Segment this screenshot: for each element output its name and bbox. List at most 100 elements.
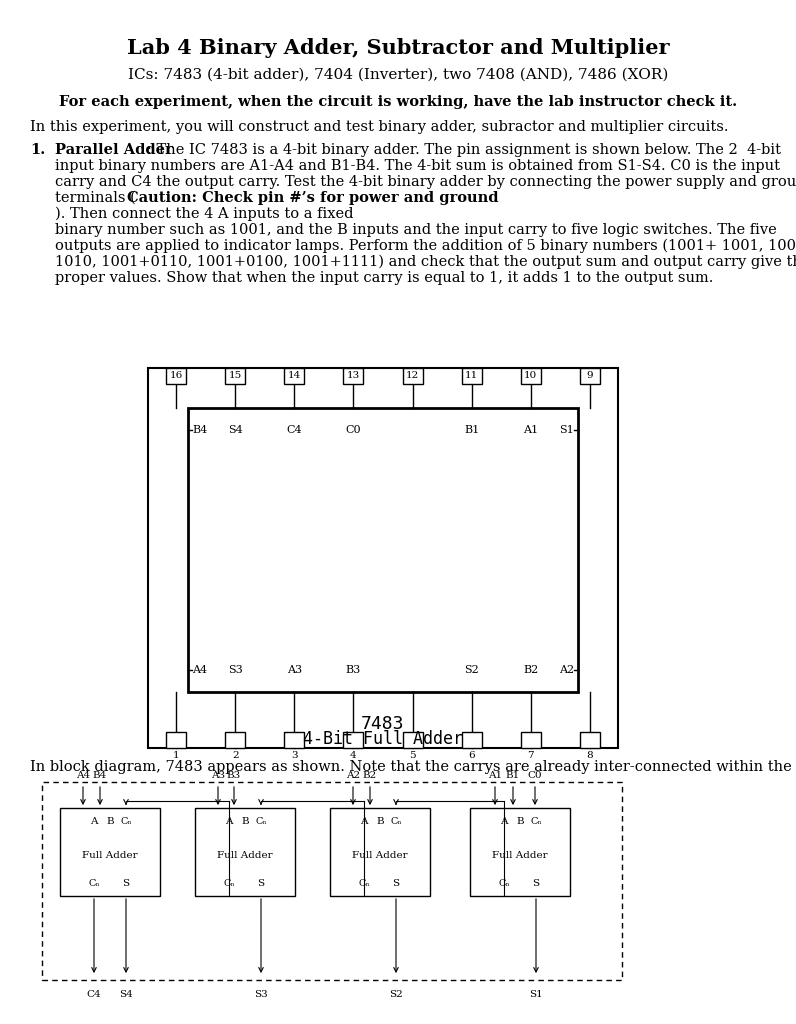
Bar xyxy=(166,368,186,384)
Text: A4: A4 xyxy=(76,771,90,780)
Text: terminals (: terminals ( xyxy=(55,191,136,205)
Text: S2: S2 xyxy=(464,665,479,675)
Text: 3: 3 xyxy=(291,752,298,761)
Text: 4-Bit Full Adder: 4-Bit Full Adder xyxy=(303,730,463,748)
Text: Full Adder: Full Adder xyxy=(82,852,138,860)
Text: Cₙ: Cₙ xyxy=(88,880,100,889)
Text: B3: B3 xyxy=(345,665,361,675)
Text: S: S xyxy=(533,880,540,889)
Text: : The IC 7483 is a 4-bit binary adder. The pin assignment is shown below. The 2 : : The IC 7483 is a 4-bit binary adder. T… xyxy=(147,143,781,157)
Bar xyxy=(60,808,160,896)
Text: C4: C4 xyxy=(87,990,101,999)
Text: S: S xyxy=(392,880,400,889)
Bar xyxy=(330,808,430,896)
Text: S: S xyxy=(123,880,130,889)
Text: A: A xyxy=(361,816,368,825)
Text: Full Adder: Full Adder xyxy=(217,852,273,860)
Text: 8: 8 xyxy=(587,752,593,761)
Text: Cₙ: Cₙ xyxy=(223,880,235,889)
Bar xyxy=(188,408,578,692)
Text: B1: B1 xyxy=(464,425,479,435)
Text: C4: C4 xyxy=(287,425,302,435)
Text: 15: 15 xyxy=(228,372,242,381)
Text: A4: A4 xyxy=(192,665,207,675)
Text: input binary numbers are A1-A4 and B1-B4. The 4-bit sum is obtained from S1-S4. : input binary numbers are A1-A4 and B1-B4… xyxy=(55,159,780,173)
Text: Cₙ: Cₙ xyxy=(498,880,509,889)
Text: proper values. Show that when the input carry is equal to 1, it adds 1 to the ou: proper values. Show that when the input … xyxy=(55,271,713,285)
Text: In block diagram, 7483 appears as shown. Note that the carrys are already inter-: In block diagram, 7483 appears as shown.… xyxy=(30,760,796,774)
Bar xyxy=(403,368,423,384)
Text: 7: 7 xyxy=(528,752,534,761)
Text: Cₙ: Cₙ xyxy=(358,880,370,889)
Bar xyxy=(42,782,622,980)
Bar xyxy=(343,368,364,384)
Text: B: B xyxy=(241,816,249,825)
Text: ICs: 7483 (4-bit adder), 7404 (Inverter), two 7408 (AND), 7486 (XOR): ICs: 7483 (4-bit adder), 7404 (Inverter)… xyxy=(128,68,668,82)
Text: 2: 2 xyxy=(232,752,239,761)
Text: S3: S3 xyxy=(254,990,268,999)
Text: B4: B4 xyxy=(192,425,207,435)
Text: Cₙ: Cₙ xyxy=(120,816,132,825)
Bar xyxy=(148,368,618,748)
Text: B3: B3 xyxy=(227,771,241,780)
Bar xyxy=(462,368,482,384)
Text: S3: S3 xyxy=(228,665,243,675)
Text: Parallel Adder: Parallel Adder xyxy=(55,143,173,157)
Text: 12: 12 xyxy=(406,372,419,381)
Text: 1: 1 xyxy=(173,752,179,761)
Text: A: A xyxy=(225,816,232,825)
Bar xyxy=(343,732,364,748)
Bar xyxy=(521,368,540,384)
Text: S4: S4 xyxy=(228,425,243,435)
Bar xyxy=(166,732,186,748)
Text: S4: S4 xyxy=(119,990,133,999)
Text: Caution: Check pin #’s for power and ground: Caution: Check pin #’s for power and gro… xyxy=(127,191,498,205)
Text: 6: 6 xyxy=(468,752,475,761)
Text: A2: A2 xyxy=(346,771,360,780)
Text: 10: 10 xyxy=(525,372,537,381)
Bar xyxy=(225,732,245,748)
Text: A1: A1 xyxy=(488,771,502,780)
Text: B2: B2 xyxy=(523,665,538,675)
Text: 1.: 1. xyxy=(30,143,45,157)
Text: 4: 4 xyxy=(350,752,357,761)
Bar xyxy=(225,368,245,384)
Bar xyxy=(521,732,540,748)
Bar xyxy=(580,732,600,748)
Text: S: S xyxy=(257,880,264,889)
Text: For each experiment, when the circuit is working, have the lab instructor check : For each experiment, when the circuit is… xyxy=(59,95,737,109)
Text: B2: B2 xyxy=(363,771,377,780)
Text: C0: C0 xyxy=(528,771,542,780)
Text: S1: S1 xyxy=(560,425,574,435)
Text: 9: 9 xyxy=(587,372,593,381)
Text: B1: B1 xyxy=(506,771,520,780)
Text: Cₙ: Cₙ xyxy=(530,816,542,825)
Bar xyxy=(470,808,570,896)
Text: S2: S2 xyxy=(389,990,403,999)
Text: A2: A2 xyxy=(559,665,574,675)
Text: A1: A1 xyxy=(523,425,538,435)
Bar xyxy=(284,368,304,384)
Bar xyxy=(403,732,423,748)
Text: 7483: 7483 xyxy=(361,715,404,733)
Text: A: A xyxy=(500,816,508,825)
Text: ). Then connect the 4 A inputs to a fixed: ). Then connect the 4 A inputs to a fixe… xyxy=(55,207,353,221)
Text: B4: B4 xyxy=(93,771,107,780)
Text: binary number such as 1001, and the B inputs and the input carry to five logic s: binary number such as 1001, and the B in… xyxy=(55,223,777,237)
Text: Cₙ: Cₙ xyxy=(390,816,402,825)
Text: Cₙ: Cₙ xyxy=(256,816,267,825)
Text: Lab 4 Binary Adder, Subtractor and Multiplier: Lab 4 Binary Adder, Subtractor and Multi… xyxy=(127,38,669,58)
Text: A3: A3 xyxy=(211,771,225,780)
Text: B: B xyxy=(377,816,384,825)
Text: A: A xyxy=(90,816,98,825)
Text: A3: A3 xyxy=(287,665,302,675)
Text: S1: S1 xyxy=(529,990,543,999)
Text: 1010, 1001+0110, 1001+0100, 1001+1111) and check that the output sum and output : 1010, 1001+0110, 1001+0100, 1001+1111) a… xyxy=(55,255,796,269)
Text: 5: 5 xyxy=(409,752,416,761)
Bar xyxy=(284,732,304,748)
Bar xyxy=(462,732,482,748)
Text: Full Adder: Full Adder xyxy=(492,852,548,860)
Text: Full Adder: Full Adder xyxy=(352,852,408,860)
Text: C0: C0 xyxy=(345,425,361,435)
Text: outputs are applied to indicator lamps. Perform the addition of 5 binary numbers: outputs are applied to indicator lamps. … xyxy=(55,239,796,253)
